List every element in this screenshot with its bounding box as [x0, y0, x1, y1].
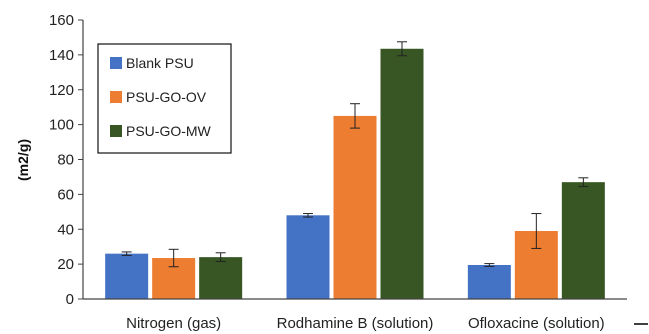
bar-blank-psu — [105, 253, 149, 299]
legend: Blank PSU PSU-GO-OV PSU-GO-MW — [97, 43, 232, 154]
x-axis: Nitrogen (gas) Rodhamine B (solution) Oflo… — [83, 298, 627, 332]
y-tick-label: 160 — [49, 12, 74, 29]
legend-swatch — [110, 125, 122, 137]
legend-swatch — [110, 57, 122, 69]
x-tick-label: Rodhamine B (solution) — [277, 315, 434, 332]
bar-blank-psu — [467, 264, 511, 299]
bar-psu-go-mw — [199, 257, 243, 299]
bar-psu-go-mw — [561, 182, 605, 299]
y-tick-label: 20 — [57, 256, 74, 273]
bar-psu-go-ov — [333, 115, 377, 299]
y-tick-label: 40 — [57, 221, 74, 238]
y-axis: 0 20 40 60 80 100 120 140 160 — [49, 12, 84, 308]
bar-blank-psu — [286, 215, 330, 299]
y-axis-title: (m2/g) — [15, 139, 31, 181]
error-bars — [121, 41, 589, 268]
x-tick-label: Ofloxacine (solution) — [468, 315, 605, 332]
y-tick-label: 120 — [49, 82, 74, 99]
legend-swatch — [110, 91, 122, 103]
bars — [105, 48, 605, 299]
y-tick-label: 140 — [49, 47, 74, 64]
y-tick-label: 0 — [66, 291, 74, 308]
legend-label: Blank PSU — [126, 55, 194, 71]
y-tick-label: 80 — [57, 152, 74, 169]
legend-label: PSU-GO-OV — [126, 89, 207, 105]
legend-label: PSU-GO-MW — [126, 123, 212, 139]
bar-psu-go-mw — [380, 48, 424, 299]
x-tick-label: Nitrogen (gas) — [126, 315, 221, 332]
y-tick-label: 100 — [49, 117, 74, 134]
y-tick-label: 60 — [57, 186, 74, 203]
